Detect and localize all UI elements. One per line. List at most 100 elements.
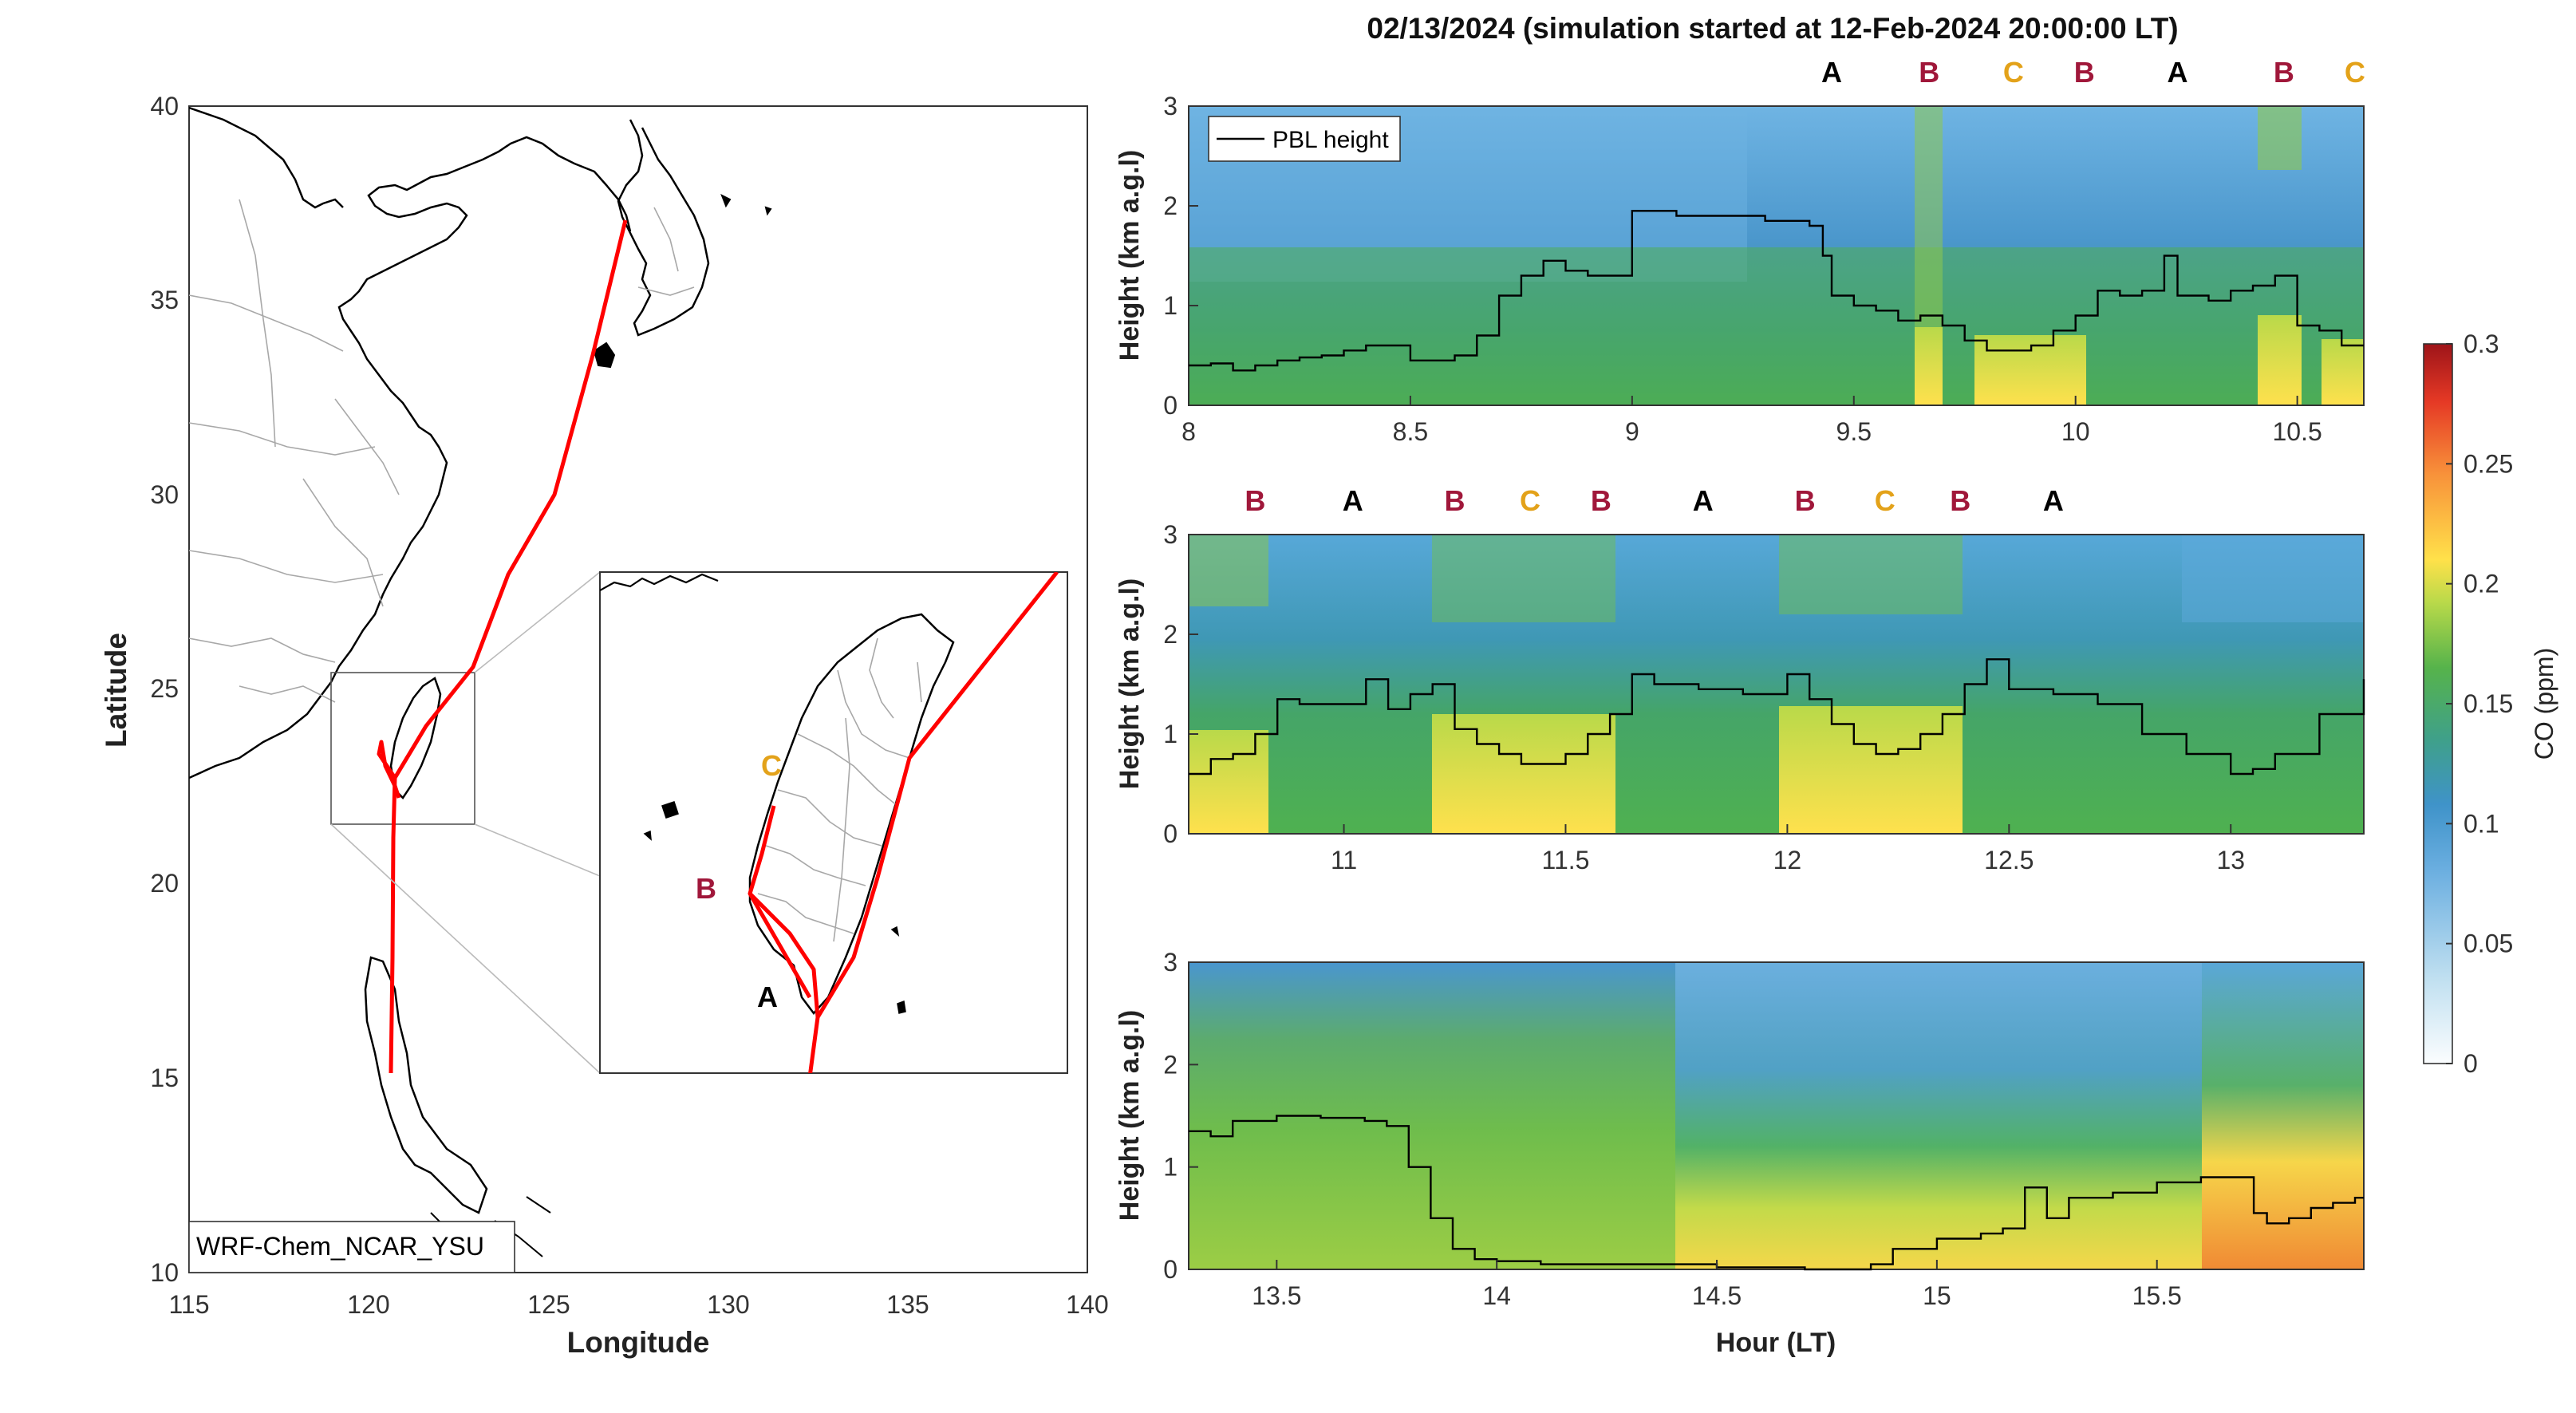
curtain-panel-1: A B C B A B C PBL height 8 8.5 9 9.5 10 10.5 0 1 2 3 H… — [1114, 56, 2365, 446]
pbl-height-line-3 — [1189, 1115, 2364, 1271]
site-label-b: B — [1950, 484, 1970, 517]
flight-track-inset — [808, 572, 1059, 1073]
site-label-a: A — [1693, 484, 1714, 517]
map-ytick: 35 — [150, 286, 179, 314]
panel2-y-ticks: 0 1 2 3 — [1163, 520, 1198, 848]
panel1-y-axis-label: Height (km a.g.l) — [1114, 150, 1145, 361]
site-label-a: A — [2043, 484, 2064, 517]
colorbar-tick-label: 0.25 — [2464, 449, 2513, 478]
y-tick-label: 2 — [1163, 1050, 1178, 1079]
x-tick-label: 13 — [2216, 846, 2245, 874]
x-tick-label: 10 — [2061, 417, 2090, 446]
kyushu-coastline — [593, 193, 772, 369]
map-x-axis-label: Longitude — [567, 1326, 710, 1359]
panel2-background — [1189, 535, 2364, 834]
panel2-y-axis-label: Height (km a.g.l) — [1114, 578, 1145, 789]
panel2-plume-1 — [1189, 730, 1268, 834]
y-tick-label: 1 — [1163, 720, 1178, 748]
y-tick-label: 2 — [1163, 620, 1178, 649]
x-tick-label: 15 — [1923, 1281, 1951, 1310]
x-tick-label: 10.5 — [2272, 417, 2322, 446]
site-label-b: B — [1245, 484, 1265, 517]
panel3-y-axis-label: Height (km a.g.l) — [1114, 1010, 1145, 1221]
china-coastline — [189, 136, 632, 780]
north-coastline — [189, 106, 344, 209]
luzon-coastline — [364, 956, 488, 1214]
map-ytick: 10 — [150, 1258, 179, 1287]
panel1-green-layer — [1189, 247, 2364, 405]
map-panel: A B C WRF-Chem_NCAR_YSU 115 120 125 130 … — [100, 92, 1109, 1359]
panel3-x-ticks: 13.5 14 14.5 15 15.5 — [1252, 1260, 2182, 1310]
province-borders — [189, 199, 695, 703]
x-tick-label: 9.5 — [1836, 417, 1872, 446]
panel3-y-ticks: 0 1 2 3 — [1163, 948, 1198, 1284]
colorbar-tick-label: 0.3 — [2464, 330, 2499, 358]
colorbar-tick-label: 0.2 — [2464, 570, 2499, 598]
site-label-b: B — [1919, 56, 1939, 89]
x-tick-label: 11 — [1331, 846, 1357, 874]
site-label-a: A — [2168, 56, 2188, 89]
panel1-y-ticks: 0 1 2 3 — [1163, 92, 1198, 420]
figure-title: 02/13/2024 (simulation started at 12-Feb… — [1367, 12, 2178, 45]
map-xtick: 130 — [707, 1290, 749, 1319]
inset-connector-bottom — [330, 823, 601, 1074]
site-label-c: C — [1520, 484, 1540, 517]
flight-track-loop-main — [377, 740, 401, 799]
map-xtick: 120 — [347, 1290, 389, 1319]
colorbar-tick-label: 0.15 — [2464, 689, 2513, 718]
inset-china-coast — [600, 573, 719, 591]
y-tick-label: 3 — [1163, 520, 1178, 549]
flight-track-main — [389, 219, 628, 1074]
panel1-plume-b — [1915, 327, 1943, 405]
y-tick-label: 1 — [1163, 291, 1178, 320]
site-label-b: B — [2074, 56, 2095, 89]
panel2-plume-3 — [1779, 706, 1963, 834]
panel2-x-ticks: 11 11.5 12 12.5 13 — [1331, 824, 2245, 874]
panel3-east-plume — [2202, 962, 2364, 1269]
flight-track-inset-loop-c — [748, 805, 812, 999]
x-tick-label: 8.5 — [1393, 417, 1428, 446]
site-label-b: B — [1445, 484, 1466, 517]
site-label-c: C — [2345, 56, 2365, 89]
y-tick-label: 0 — [1163, 819, 1178, 848]
inset-taiwan-coastline — [748, 613, 955, 1015]
map-ytick: 20 — [150, 869, 179, 898]
colorbar: 0 0.05 0.1 0.15 0.2 0.25 0.3 CO (ppm) — [2423, 330, 2558, 1078]
map-y-ticks: 10 15 20 25 30 35 40 — [150, 92, 179, 1287]
inset-connector-top — [474, 571, 601, 673]
inset-site-label-c: C — [761, 749, 782, 782]
inset-county-borders — [757, 637, 922, 942]
map-y-axis-label: Latitude — [100, 633, 132, 748]
y-tick-label: 3 — [1163, 948, 1178, 977]
taiwan-coastline — [389, 677, 442, 799]
inset-penghu — [643, 801, 906, 1014]
map-ytick: 30 — [150, 480, 179, 509]
x-tick-label: 13.5 — [1252, 1281, 1301, 1310]
panel2-plume-2 — [1432, 714, 1615, 834]
panel3-frame — [1188, 961, 2365, 1270]
panel2-enh-1 — [1189, 535, 1268, 606]
map-ytick: 15 — [150, 1064, 179, 1092]
y-tick-label: 0 — [1163, 391, 1178, 420]
panel2-enh-3 — [1779, 535, 1963, 614]
panel1-x-ticks: 8 8.5 9 9.5 10 10.5 — [1181, 396, 2322, 446]
map-xtick: 125 — [527, 1290, 570, 1319]
y-tick-label: 2 — [1163, 191, 1178, 220]
model-label: WRF-Chem_NCAR_YSU — [196, 1232, 484, 1261]
map-x-ticks: 115 120 125 130 135 140 — [168, 1290, 1108, 1319]
site-label-c: C — [2003, 56, 2024, 89]
x-tick-label: 14 — [1482, 1281, 1511, 1310]
site-label-b: B — [1795, 484, 1816, 517]
inset-site-label-a: A — [757, 981, 778, 1013]
korea-coastline — [617, 119, 710, 337]
x-tick-label: 11.5 — [1542, 846, 1590, 874]
panel2-clear — [2182, 535, 2364, 622]
panel1-frame — [1188, 105, 2365, 406]
inset-locator-box — [330, 672, 475, 825]
x-tick-label: 12 — [1773, 846, 1802, 874]
panel1-plume-b2 — [2258, 315, 2302, 405]
